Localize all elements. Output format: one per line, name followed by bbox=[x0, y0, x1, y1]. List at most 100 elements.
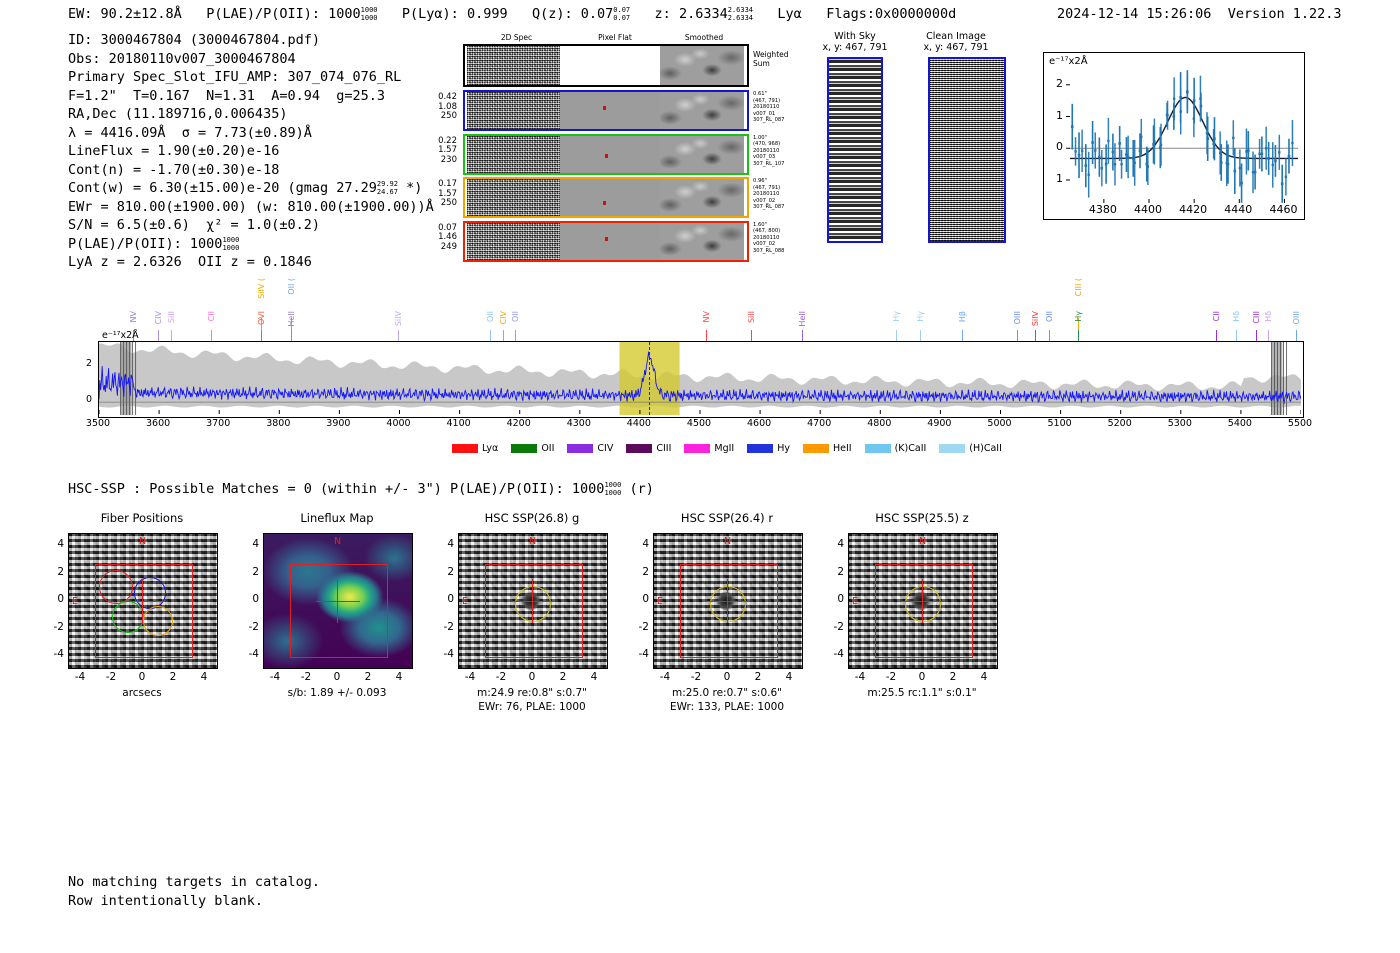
cutout-image: N bbox=[263, 533, 413, 669]
cutout-ytick: -4 bbox=[833, 648, 844, 660]
legend-label: (K)CaII bbox=[894, 443, 927, 454]
full-spectrum-legend: Lyα OII CIV CIII MgII Hy HeII (K)CaII (H)CaII bbox=[452, 443, 1015, 454]
hscssp-header-post: (r) bbox=[629, 481, 654, 497]
qz-label: Q(z): bbox=[531, 6, 573, 22]
footer-line-2: Row intentionally blank. bbox=[68, 893, 264, 909]
cutout-caption-primary: s/b: 1.89 +/- 0.093 bbox=[287, 687, 387, 699]
info-redshifts: LyA z = 2.6326 OII z = 0.1846 bbox=[68, 254, 312, 270]
full-spectrum-xtick: 3500 bbox=[85, 418, 111, 429]
spectrum-line-tick bbox=[1236, 330, 1237, 341]
fiber-meta-value: 0.61" bbox=[753, 91, 767, 97]
north-label: N bbox=[919, 536, 927, 547]
fiber-row-right-meta: 1.00" (470, 968) 20180110 v007_03 307_RL_107 bbox=[753, 135, 799, 168]
info-plae: P(LAE)/P(OII): 1000 bbox=[68, 235, 223, 252]
spectrum-line-label: NV bbox=[702, 311, 711, 323]
spectrum-line-tick bbox=[171, 330, 172, 341]
footer-line-1: No matching targets in catalog. bbox=[68, 874, 320, 890]
info-plae-sup: 1000 bbox=[222, 235, 240, 244]
cutout-caption-primary: arcsecs bbox=[122, 687, 162, 699]
cutout-ytick: -4 bbox=[248, 648, 259, 660]
fiber-stat-value: 230 bbox=[440, 154, 457, 165]
info-id: ID: 3000467804 (3000467804.pdf) bbox=[68, 32, 320, 48]
full-spectrum-xtick: 4600 bbox=[747, 418, 772, 429]
plya-value: 0.999 bbox=[466, 6, 508, 22]
fiber-row-left-stats: 0.42 1.08 250 bbox=[417, 92, 457, 122]
line-profile-ytick: 0 bbox=[1056, 140, 1063, 154]
z-sup: 2.6334 bbox=[727, 6, 754, 14]
crosshair-vertical bbox=[337, 579, 338, 623]
info-gmag-sub: 24.67 bbox=[376, 188, 398, 196]
cutout-caption-primary: m:25.0 re:0.7" s:0.6" bbox=[672, 687, 782, 699]
crosshair-vertical bbox=[727, 579, 728, 623]
spectrum-line-label: NV bbox=[129, 311, 138, 323]
cutout-region-box bbox=[95, 564, 193, 658]
legend-entry: (K)CaII bbox=[864, 443, 927, 454]
spectrum-line-label: Hδ bbox=[1264, 311, 1273, 322]
full-spectrum-ytick: 0 bbox=[85, 394, 92, 406]
fiber-aperture-circle bbox=[99, 570, 133, 604]
cutout-xtick: 2 bbox=[949, 671, 957, 683]
fiber-stat-value: 0.22 bbox=[438, 135, 457, 146]
clean-image bbox=[928, 57, 1006, 243]
cutout-ytick: 2 bbox=[642, 565, 649, 578]
fiber-row-left-stats: 0.17 1.57 250 bbox=[417, 179, 457, 209]
info-obs: Obs: 20180110v007_3000467804 bbox=[68, 50, 296, 67]
spectrum-line-tick bbox=[515, 330, 516, 341]
cutout-ytick: -4 bbox=[638, 648, 649, 660]
full-spectrum-xtick: 4700 bbox=[807, 418, 832, 429]
east-label: E bbox=[72, 596, 79, 607]
version: Version 1.22.3 bbox=[1227, 6, 1342, 22]
info-primary-slot: Primary Spec_Slot_IFU_AMP: 307_074_076_R… bbox=[68, 69, 402, 85]
fiber-pixelflat-image bbox=[560, 222, 660, 260]
fiber-meta-value: 307_RL_088 bbox=[753, 247, 785, 254]
cutout-ytick: 0 bbox=[642, 593, 649, 605]
cutout-region-box bbox=[680, 564, 778, 658]
spectrum-line-tick bbox=[261, 318, 262, 340]
crosshair-horizontal bbox=[121, 601, 165, 602]
pixelflat-defect-marker bbox=[605, 236, 608, 241]
fiber-stat-value: 1.46 bbox=[438, 232, 457, 242]
full-spectrum-xtick: 5200 bbox=[1107, 418, 1132, 429]
spectrum-line-tick bbox=[133, 330, 134, 341]
spectrum-line-label: OIII bbox=[1292, 311, 1301, 325]
cutout-xtick: -2 bbox=[885, 671, 897, 683]
fiber-meta-value: v007_02 bbox=[753, 197, 776, 204]
legend-entry: CIII bbox=[626, 443, 671, 454]
cutout-xtick: 0 bbox=[138, 671, 146, 683]
fiber-stat-value: 249 bbox=[440, 241, 457, 252]
cutout-xtick: 2 bbox=[364, 671, 372, 683]
spectrum-line-label: Hγ bbox=[916, 311, 925, 322]
cutout-caption-primary: m:24.9 re:0.8" s:0.7" bbox=[477, 687, 587, 699]
cutout-xtick: -2 bbox=[690, 671, 702, 683]
cutout-region-box bbox=[290, 564, 388, 658]
cutout-caption-secondary: EWr: 76, PLAE: 1000 bbox=[478, 701, 586, 713]
cutout-ytick: -2 bbox=[638, 620, 649, 633]
hscssp-header-sup: 1000 bbox=[604, 481, 622, 489]
full-spectrum-xtick: 4000 bbox=[386, 418, 411, 429]
pixelflat-defect-marker bbox=[603, 106, 606, 110]
legend-entry: (H)CaII bbox=[939, 443, 1002, 454]
fiber-meta-value: 20180110 bbox=[753, 147, 780, 154]
spectrum-line-tick bbox=[1078, 318, 1079, 340]
weighted-sum-smoothed-image bbox=[660, 46, 744, 85]
spectrum-line-tick bbox=[1078, 330, 1079, 341]
fiber-meta-value: (467, 791) bbox=[753, 97, 781, 104]
legend-swatch bbox=[511, 444, 538, 453]
spectrum-line-label: OVI bbox=[257, 311, 266, 325]
cutout-xtick: 0 bbox=[333, 671, 341, 683]
legend-swatch bbox=[939, 444, 966, 453]
spec2d-fiber-row bbox=[463, 133, 749, 175]
fiber-stat-value: 0.42 bbox=[438, 92, 457, 102]
fiber-meta-value: v007_02 bbox=[753, 241, 776, 248]
legend-swatch bbox=[864, 444, 891, 453]
fiber-meta-value: 307_RL_087 bbox=[753, 204, 785, 211]
legend-swatch bbox=[803, 444, 829, 453]
spectrum-line-tick bbox=[211, 330, 212, 341]
fiber-2dspec-image bbox=[467, 222, 560, 260]
line-profile-ytick: 1 bbox=[1056, 171, 1063, 185]
spectrum-line-tick bbox=[291, 330, 292, 341]
legend-swatch bbox=[747, 444, 774, 453]
z-sub: 2.6334 bbox=[727, 14, 754, 22]
legend-label: Lyα bbox=[482, 443, 499, 454]
